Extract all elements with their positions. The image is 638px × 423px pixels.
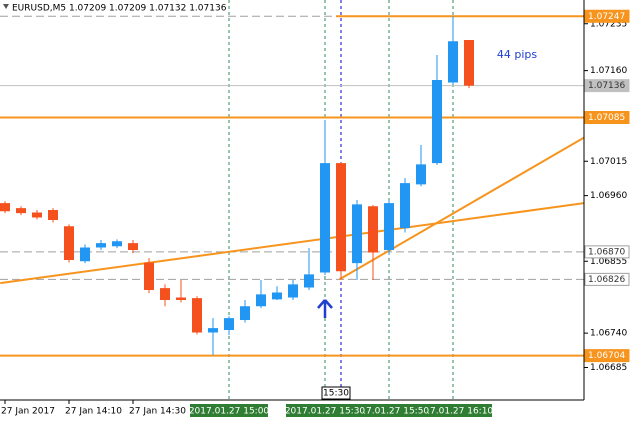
y-tick-label: 1.07160 [590, 66, 627, 76]
candle-body [176, 297, 186, 300]
x-highlight-box [414, 404, 492, 417]
x-highlight-box [190, 404, 268, 417]
x-tick-label: 27 Jan 2017 [1, 407, 55, 417]
x-tick-label: 27 Jan 14:10 [65, 407, 122, 417]
level-label: 1.06704 [588, 351, 625, 361]
candle-body [240, 306, 250, 320]
candle-body [128, 243, 138, 250]
level-label-box [584, 9, 630, 23]
title-icon [3, 4, 9, 9]
candle-body [160, 288, 170, 300]
candle-body [304, 274, 314, 288]
x-tick-label: 27 Jan 14:30 [129, 407, 186, 417]
level-label: 1.06826 [588, 275, 625, 285]
level-label: 1.07085 [588, 113, 625, 123]
level-label-box [584, 349, 630, 363]
x-highlight-box [286, 404, 364, 417]
x-highlight-label: 2017.01.27 15:30 [285, 407, 366, 417]
trend-line [0, 202, 584, 285]
candle-body [144, 262, 154, 290]
trend-line [338, 136, 584, 281]
candle-body [208, 328, 218, 333]
x-highlight-box [350, 404, 428, 417]
level-label: 1.06870 [588, 247, 625, 257]
y-tick-label: 1.06685 [590, 363, 627, 373]
level-label: 1.07136 [588, 81, 625, 91]
candle-body [96, 243, 106, 248]
level-label-box [584, 79, 630, 93]
candle-body [464, 40, 474, 86]
y-tick-label: 1.06855 [590, 257, 627, 267]
candle-body [0, 203, 10, 212]
x-highlight-label: 2017.01.27 15:50 [349, 407, 430, 417]
x-highlight-label: 2017.01.27 15:00 [189, 407, 270, 417]
candle-body [272, 292, 282, 300]
candle-body [448, 41, 458, 83]
y-tick-label: 1.07235 [590, 19, 627, 29]
level-label-box [584, 245, 630, 259]
candle-body [368, 206, 378, 253]
cursor-label-box [321, 386, 351, 400]
chart-title: EURUSD,M5 1.07209 1.07209 1.07132 1.0713… [12, 4, 227, 14]
candle-body [336, 163, 346, 272]
arrow [317, 299, 333, 318]
candle-body [16, 208, 26, 214]
candle-body [192, 298, 202, 333]
candle-body [416, 164, 426, 185]
candle-body [432, 80, 442, 164]
candle-body [64, 226, 74, 260]
candle-body [224, 318, 234, 330]
y-tick-label: 1.07015 [590, 157, 627, 167]
candle-body [352, 204, 362, 264]
y-tick-label: 1.06740 [590, 329, 627, 339]
candle-body [256, 294, 266, 307]
candle-body [32, 212, 42, 218]
y-tick-label: 1.06960 [590, 191, 627, 201]
level-label-box [584, 111, 630, 124]
level-label-box [584, 272, 630, 286]
candle-body [112, 241, 122, 247]
candle-body [384, 203, 394, 250]
annotation: 44 pips [497, 48, 538, 61]
cursor-label: 15:30 [323, 389, 349, 399]
candle-body [48, 210, 58, 220]
candle-body [400, 183, 410, 229]
x-highlight-label: 2017.01.27 16:10 [413, 407, 494, 417]
candle-body [288, 284, 298, 298]
plot-area [0, 0, 584, 400]
level-label: 1.07247 [588, 12, 625, 22]
candle-body [80, 247, 90, 262]
candle-body [320, 163, 330, 273]
